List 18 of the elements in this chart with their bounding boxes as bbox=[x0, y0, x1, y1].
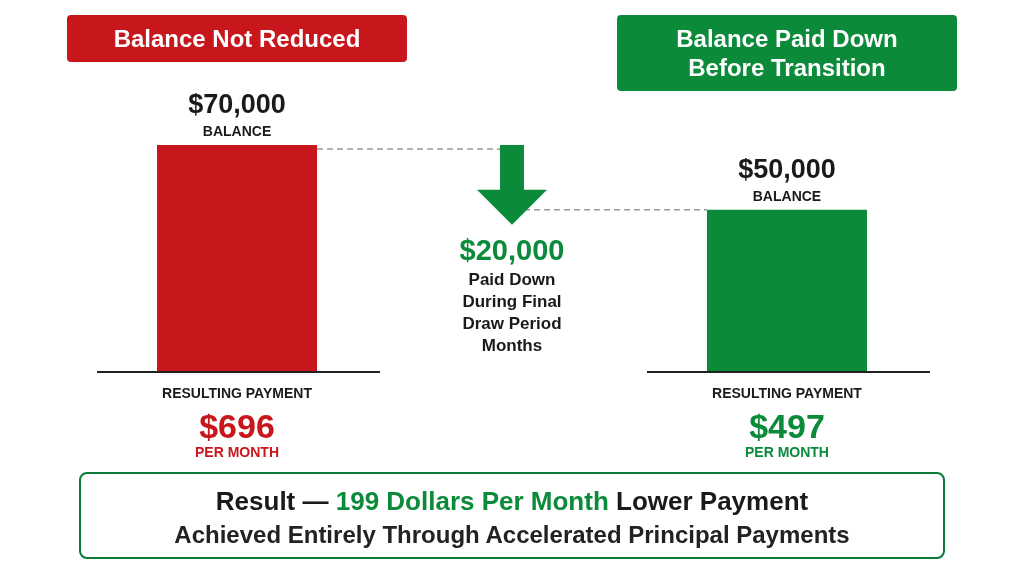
text: RESULTING PAYMENT bbox=[712, 385, 862, 401]
data-label: $70,000 bbox=[188, 89, 286, 119]
x-tick-label: Balance Not Reduced bbox=[112, 24, 362, 53]
text: BALANCE bbox=[202, 123, 272, 139]
text: PER MONTH bbox=[195, 444, 280, 460]
text: $497 bbox=[749, 406, 825, 446]
text: 199 Dollars Per Month bbox=[334, 486, 609, 516]
text: Result — bbox=[215, 486, 329, 516]
text: RESULTING PAYMENT bbox=[162, 385, 312, 401]
text: Achieved Entirely Through Accelerated Principal Payments bbox=[173, 521, 851, 549]
text: Lower Payment bbox=[615, 486, 809, 516]
text: PER MONTH bbox=[744, 444, 829, 460]
annotation: Paid Down During Final Draw Period Months bbox=[462, 269, 562, 356]
x-tick-label: Balance Paid Down Before Transition bbox=[675, 24, 899, 82]
annotation: $20,000 bbox=[459, 233, 565, 267]
annotation: BALANCE bbox=[752, 187, 822, 204]
text: $696 bbox=[199, 406, 275, 446]
data-label: $50,000 bbox=[738, 153, 836, 184]
